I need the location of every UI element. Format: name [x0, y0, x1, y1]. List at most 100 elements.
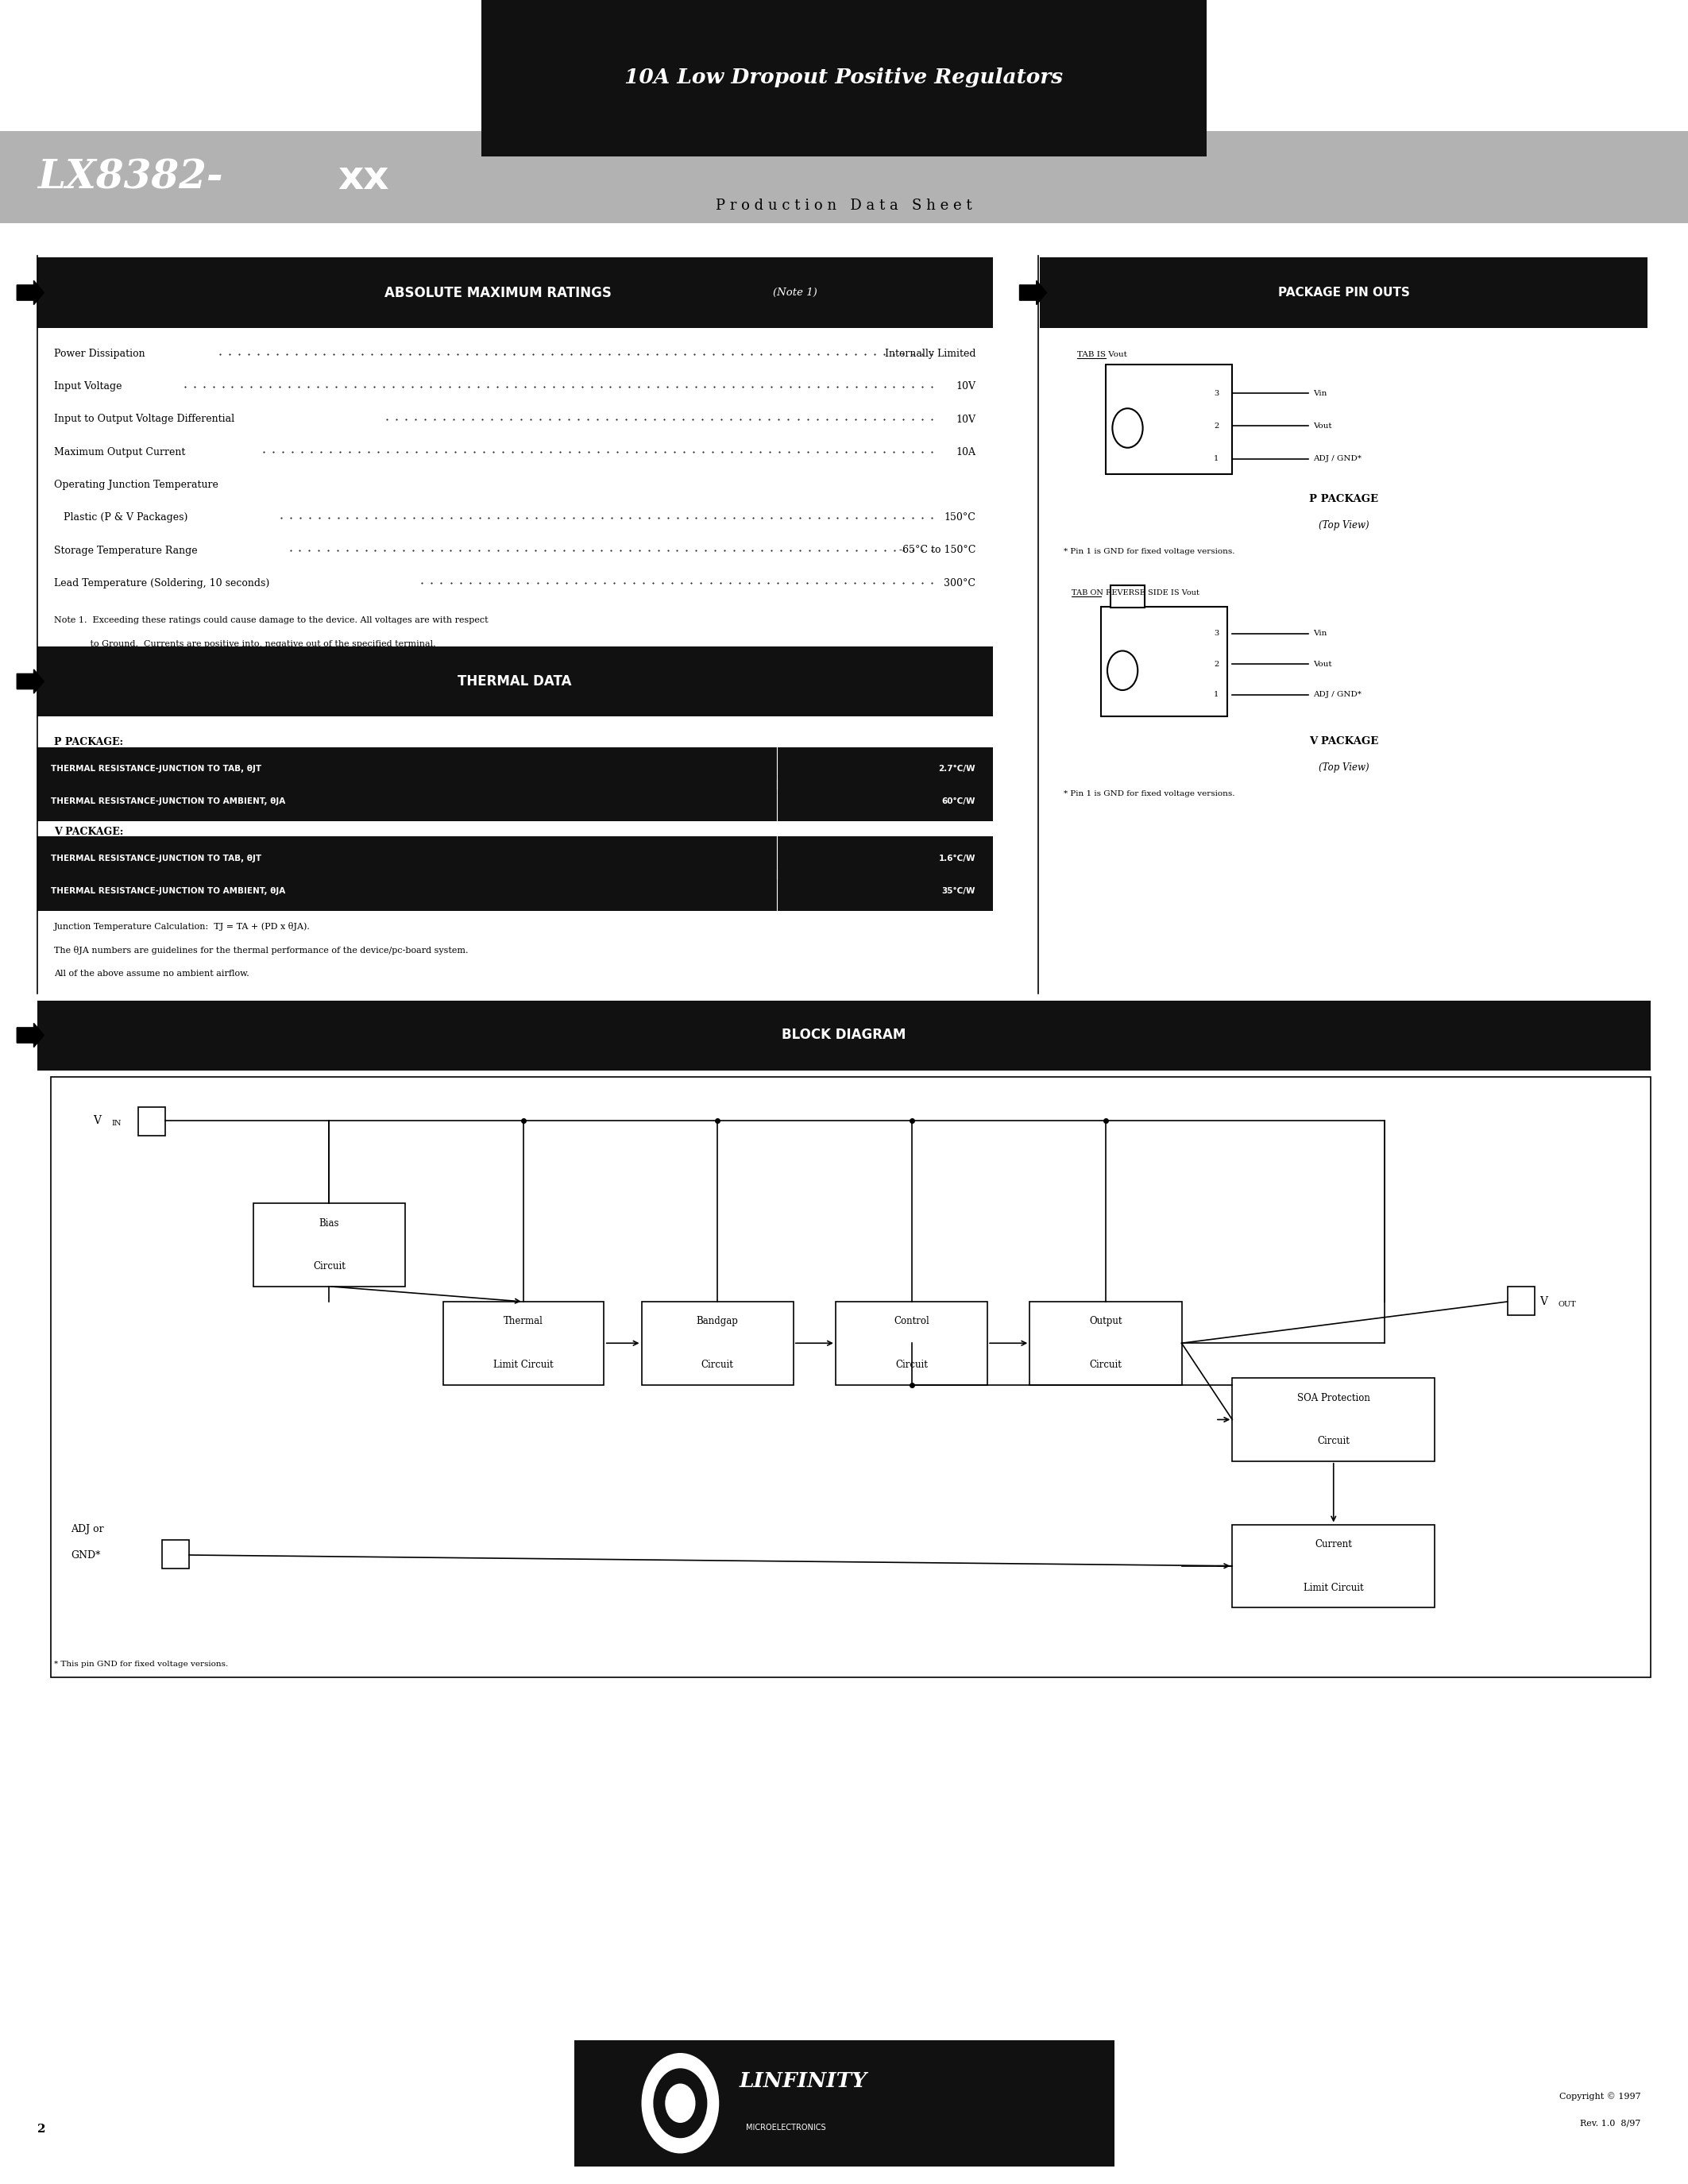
Text: * This pin GND for fixed voltage versions.: * This pin GND for fixed voltage version…: [54, 1660, 228, 1669]
Text: Circuit: Circuit: [895, 1361, 928, 1369]
Bar: [1030, 1302, 1182, 1385]
Text: (Note 1): (Note 1): [773, 288, 817, 297]
Bar: [1232, 1524, 1435, 1607]
Text: Operating Junction Temperature: Operating Junction Temperature: [54, 480, 218, 489]
Bar: [253, 1203, 405, 1286]
Text: Internally Limited: Internally Limited: [885, 349, 976, 358]
Text: Limit Circuit: Limit Circuit: [1303, 1583, 1364, 1592]
Bar: [37, 747, 993, 788]
Text: 60°C/W: 60°C/W: [942, 797, 976, 806]
Bar: [836, 1302, 987, 1385]
Bar: [1040, 258, 1647, 328]
Text: P PACKAGE: P PACKAGE: [1310, 494, 1377, 505]
Bar: [138, 1107, 165, 1136]
Text: SOA Protection: SOA Protection: [1296, 1393, 1371, 1402]
Text: V PACKAGE:: V PACKAGE:: [54, 828, 123, 836]
Text: to Ground.  Currents are positive into, negative out of the specified terminal.: to Ground. Currents are positive into, n…: [54, 640, 436, 649]
Bar: [51, 1077, 1651, 1677]
Text: ADJ / GND*: ADJ / GND*: [1313, 690, 1362, 699]
Text: 300°C: 300°C: [944, 579, 976, 587]
FancyArrow shape: [17, 1022, 44, 1046]
Bar: [37, 836, 993, 878]
Text: 10A: 10A: [955, 448, 976, 456]
Text: 1.6°C/W: 1.6°C/W: [939, 854, 976, 863]
Text: Plastic (P & V Packages): Plastic (P & V Packages): [54, 513, 187, 522]
Circle shape: [653, 2068, 707, 2138]
FancyArrow shape: [17, 670, 44, 695]
Text: LINFINITY: LINFINITY: [739, 2070, 868, 2092]
Bar: [1111, 585, 1144, 607]
Bar: [574, 2040, 1114, 2167]
Text: Output: Output: [1089, 1317, 1123, 1326]
Text: MICROELECTRONICS: MICROELECTRONICS: [746, 2123, 825, 2132]
Text: 2: 2: [1214, 660, 1219, 668]
Text: (Top View): (Top View): [1318, 762, 1369, 773]
Text: THERMAL RESISTANCE-JUNCTION TO TAB, θJT: THERMAL RESISTANCE-JUNCTION TO TAB, θJT: [51, 854, 262, 863]
Text: Circuit: Circuit: [1317, 1437, 1350, 1446]
Text: 10V: 10V: [955, 382, 976, 391]
Text: xx: xx: [338, 159, 388, 197]
Text: Storage Temperature Range: Storage Temperature Range: [54, 546, 197, 555]
Bar: [37, 1000, 1651, 1070]
FancyArrow shape: [17, 282, 44, 306]
Text: Input Voltage: Input Voltage: [54, 382, 122, 391]
Text: 1: 1: [1214, 454, 1219, 463]
Text: Current: Current: [1315, 1540, 1352, 1548]
Text: -65°C to 150°C: -65°C to 150°C: [900, 546, 976, 555]
Text: LX8382-: LX8382-: [37, 159, 223, 197]
Text: Rev. 1.0  8/97: Rev. 1.0 8/97: [1580, 2118, 1641, 2127]
Bar: [442, 1302, 604, 1385]
Text: Note 1.  Exceeding these ratings could cause damage to the device. All voltages : Note 1. Exceeding these ratings could ca…: [54, 616, 488, 625]
Text: V: V: [1539, 1295, 1548, 1308]
Text: PACKAGE PIN OUTS: PACKAGE PIN OUTS: [1278, 286, 1409, 299]
Text: 150°C: 150°C: [944, 513, 976, 522]
Text: Maximum Output Current: Maximum Output Current: [54, 448, 186, 456]
Bar: [1101, 607, 1227, 716]
Text: V: V: [93, 1114, 101, 1127]
Text: 3: 3: [1214, 629, 1219, 638]
Text: Vout: Vout: [1313, 422, 1332, 430]
Text: Vin: Vin: [1313, 389, 1327, 397]
Text: Limit Circuit: Limit Circuit: [493, 1361, 554, 1369]
Text: OUT: OUT: [1558, 1302, 1577, 1308]
Text: Copyright © 1997: Copyright © 1997: [1560, 2092, 1641, 2101]
Text: 10A Low Dropout Positive Regulators: 10A Low Dropout Positive Regulators: [625, 68, 1063, 87]
Text: 2: 2: [37, 2123, 46, 2136]
Bar: [1106, 365, 1232, 474]
Text: 3: 3: [1214, 389, 1219, 397]
Bar: [1232, 1378, 1435, 1461]
Text: * Pin 1 is GND for fixed voltage versions.: * Pin 1 is GND for fixed voltage version…: [1063, 791, 1234, 797]
Text: 2: 2: [1214, 422, 1219, 430]
Text: IN: IN: [111, 1120, 122, 1127]
Text: TAB ON REVERSE SIDE IS Vout: TAB ON REVERSE SIDE IS Vout: [1072, 590, 1200, 596]
Circle shape: [665, 2084, 695, 2123]
Text: P r o d u c t i o n   D a t a   S h e e t: P r o d u c t i o n D a t a S h e e t: [716, 199, 972, 212]
Text: Control: Control: [893, 1317, 930, 1326]
Bar: [37, 258, 993, 328]
Text: Bandgap: Bandgap: [697, 1317, 738, 1326]
Bar: [641, 1302, 793, 1385]
Bar: [162, 1540, 189, 1568]
Bar: [0, 131, 1688, 223]
Text: Thermal: Thermal: [503, 1317, 544, 1326]
Bar: [37, 780, 993, 821]
Text: Junction Temperature Calculation:  TJ = TA + (PD x θJA).: Junction Temperature Calculation: TJ = T…: [54, 922, 311, 930]
Bar: [481, 0, 1207, 157]
Text: 10V: 10V: [955, 415, 976, 424]
Text: THERMAL RESISTANCE-JUNCTION TO AMBIENT, θJA: THERMAL RESISTANCE-JUNCTION TO AMBIENT, …: [51, 887, 285, 895]
Text: Bias: Bias: [319, 1219, 339, 1227]
Text: THERMAL DATA: THERMAL DATA: [457, 675, 572, 688]
Bar: [37, 869, 993, 911]
FancyArrow shape: [1020, 282, 1047, 306]
Text: Vin: Vin: [1313, 629, 1327, 638]
Text: 2.7°C/W: 2.7°C/W: [939, 764, 976, 773]
Bar: [1507, 1286, 1534, 1315]
Text: V PACKAGE: V PACKAGE: [1308, 736, 1379, 747]
Text: The θJA numbers are guidelines for the thermal performance of the device/pc-boar: The θJA numbers are guidelines for the t…: [54, 946, 468, 954]
Text: Circuit: Circuit: [701, 1361, 734, 1369]
Text: Circuit: Circuit: [312, 1262, 346, 1271]
Text: * Pin 1 is GND for fixed voltage versions.: * Pin 1 is GND for fixed voltage version…: [1063, 548, 1234, 555]
Text: Circuit: Circuit: [1089, 1361, 1123, 1369]
Text: Input to Output Voltage Differential: Input to Output Voltage Differential: [54, 415, 235, 424]
Text: GND*: GND*: [71, 1551, 101, 1559]
